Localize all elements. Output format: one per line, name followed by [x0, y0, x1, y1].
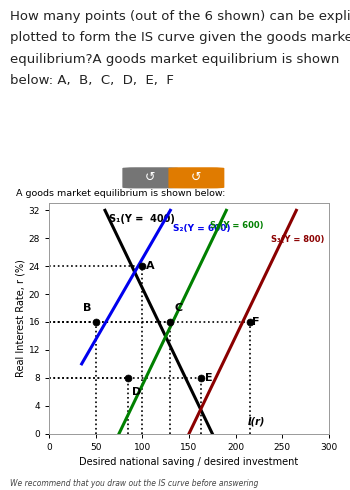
Y-axis label: Real Interest Rate, r (%): Real Interest Rate, r (%) — [16, 260, 26, 377]
Text: F: F — [252, 317, 260, 327]
Text: I(r): I(r) — [248, 416, 265, 427]
Text: S₁(Y =  400): S₁(Y = 400) — [110, 214, 175, 224]
FancyBboxPatch shape — [122, 167, 178, 189]
Text: ↺: ↺ — [145, 171, 155, 184]
Text: A: A — [146, 261, 155, 271]
Text: ↺: ↺ — [191, 171, 202, 184]
FancyBboxPatch shape — [168, 167, 224, 189]
Text: A goods market equilibrium is shown below:: A goods market equilibrium is shown belo… — [16, 190, 225, 198]
X-axis label: Desired national saving / desired investment: Desired national saving / desired invest… — [79, 457, 299, 467]
Text: C: C — [174, 303, 182, 313]
Text: S₃(Y = 600): S₃(Y = 600) — [210, 221, 264, 230]
Text: B: B — [83, 303, 91, 313]
Text: S₂(Y = 600): S₂(Y = 600) — [173, 224, 231, 233]
Text: E: E — [205, 373, 212, 383]
Text: D: D — [132, 387, 141, 397]
Text: S₃(Y = 800): S₃(Y = 800) — [271, 235, 324, 244]
Text: How many points (out of the 6 shown) can be explicitly
plotted to form the IS cu: How many points (out of the 6 shown) can… — [10, 10, 350, 87]
Text: We recommend that you draw out the IS curve before answering: We recommend that you draw out the IS cu… — [10, 479, 259, 488]
